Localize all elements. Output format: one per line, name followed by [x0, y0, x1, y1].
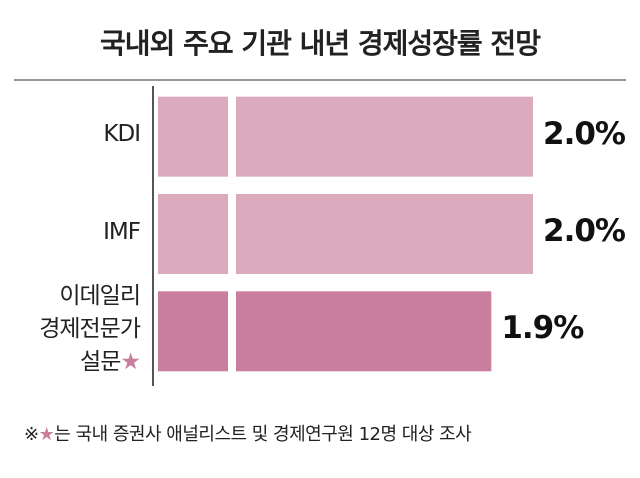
category-marker: ★ — [120, 348, 141, 375]
bar — [158, 96, 533, 177]
y-tick-label: IMF — [103, 218, 141, 245]
axis-break — [228, 193, 236, 275]
footnote-text: 는 국내 증권사 애널리스트 및 경제연구원 12명 대상 조사 — [54, 424, 472, 445]
y-tick-label: KDI — [103, 121, 141, 148]
bar — [158, 291, 492, 372]
footnote: ※★는 국내 증권사 애널리스트 및 경제연구원 12명 대상 조사 — [24, 420, 472, 446]
value-label: 2.0% — [543, 213, 626, 249]
value-label: 2.0% — [543, 115, 626, 152]
bar — [158, 194, 533, 274]
y-tick-label: 이데일리 경제전문가 설문★ — [39, 282, 141, 375]
chart-title: 국내외 주요 기관 내년 경제성장률 전망 — [100, 27, 541, 60]
footnote-marker: ★ — [38, 424, 55, 445]
footnote-symbol: ※ — [24, 424, 39, 445]
axis-break — [228, 95, 236, 178]
axis-break — [228, 290, 236, 373]
value-label: 1.9% — [501, 310, 584, 347]
